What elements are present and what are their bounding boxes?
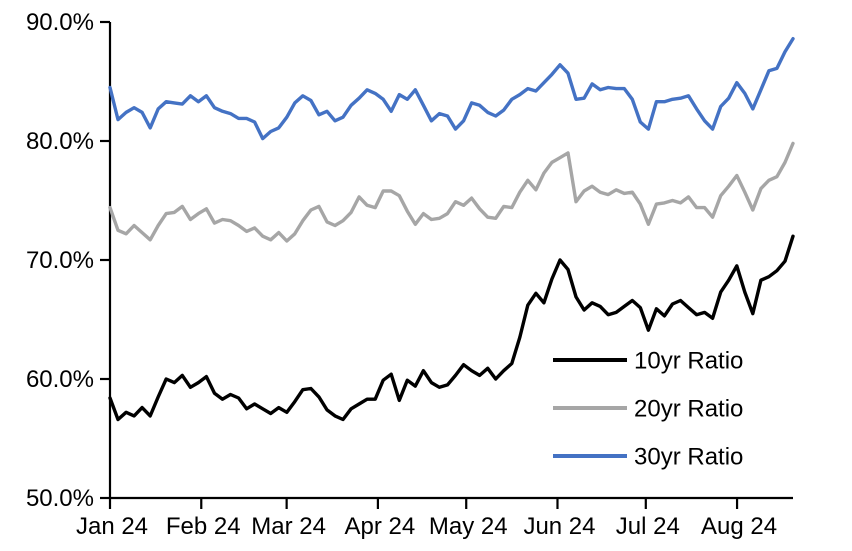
x-tick-label: May 24: [429, 513, 508, 540]
x-tick-label: Feb 24: [166, 513, 241, 540]
y-tick-label: 80.0%: [26, 128, 94, 155]
legend-entry-30yr-ratio: 30yr Ratio: [553, 444, 743, 471]
legend-entry-10yr-ratio: 10yr Ratio: [553, 348, 743, 375]
x-tick-label: Mar 24: [251, 513, 326, 540]
legend-label: 30yr Ratio: [634, 444, 743, 471]
x-tick-label: Apr 24: [345, 513, 416, 540]
y-tick-label: 70.0%: [26, 247, 94, 274]
y-tick-label: 50.0%: [26, 485, 94, 512]
legend-label: 10yr Ratio: [634, 348, 743, 375]
legend: 10yr Ratio 20yr Ratio 30yr Ratio: [553, 348, 743, 471]
x-tick-label: Jul 24: [616, 513, 680, 540]
legend-label: 20yr Ratio: [634, 396, 743, 423]
x-tick-label: Jun 24: [523, 513, 595, 540]
series-line-10yr-ratio: [108, 234, 795, 422]
legend-entry-20yr-ratio: 20yr Ratio: [553, 396, 743, 423]
x-tick-label: Aug 24: [701, 513, 777, 540]
series-line-30yr-ratio: [108, 37, 795, 141]
series-line-20yr-ratio: [108, 141, 795, 243]
y-tick-label: 60.0%: [26, 366, 94, 393]
x-tick-label: Jan 24: [76, 513, 148, 540]
y-tick-label: 90.0%: [26, 9, 94, 36]
